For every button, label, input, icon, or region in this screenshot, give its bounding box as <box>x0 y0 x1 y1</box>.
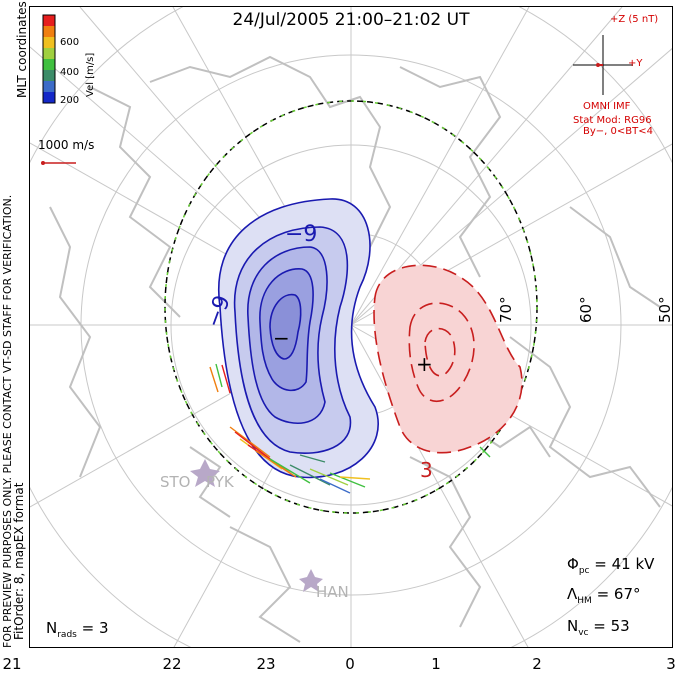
colorbar <box>42 14 56 104</box>
lambda-symbol: Λ <box>567 585 578 603</box>
colorbar-swatch <box>43 70 55 81</box>
nrads-value: = 3 <box>81 619 109 637</box>
imf-condition: By−, 0<BT<4 <box>583 126 653 137</box>
mlt-label-0: 0 <box>345 655 355 673</box>
colorbar-swatch <box>43 37 55 48</box>
mlt-label-1: 1 <box>431 655 441 673</box>
contour-label-neg-top: −9 <box>285 222 317 247</box>
colorbar-tick-400: 400 <box>60 67 80 78</box>
colorbar-unit: Vel [m/s] <box>85 52 96 97</box>
imf-dial <box>573 35 633 95</box>
map-panel: − −9 −9 + 3 <box>29 6 673 648</box>
colorbar-swatch <box>43 26 55 37</box>
positive-cell <box>373 264 523 454</box>
negative-cell <box>217 198 379 479</box>
nrads-symbol: N <box>46 619 58 637</box>
colorbar-tick-200: 200 <box>60 95 80 106</box>
lambda-value: = 67° <box>596 585 641 603</box>
coords-note: MLT coordinates <box>15 1 29 98</box>
colorbar-swatch <box>43 92 55 103</box>
station-markers <box>190 459 323 592</box>
latitude-label-70: 70° <box>497 296 515 323</box>
latitude-label-60: 60° <box>577 296 595 323</box>
stat-phi-pc: Φpc = 41 kV <box>567 555 654 576</box>
colorbar-swatch <box>43 15 55 26</box>
phi-symbol: Φ <box>567 555 579 573</box>
hm-boundary-green <box>164 100 538 514</box>
fitorder-note: FitOrder: 8, mapEX format <box>12 482 26 640</box>
imf-source: OMNI IMF <box>583 101 631 112</box>
station-han: HAN <box>316 583 349 601</box>
mlt-label-22: 22 <box>162 655 182 673</box>
stat-nvc: Nvc = 53 <box>567 617 630 638</box>
lambda-subscript: HM <box>577 596 592 606</box>
contour-label-pos: 3 <box>420 458 433 482</box>
station-sto: STO <box>160 473 191 491</box>
velocity-scale-label: 1000 m/s <box>38 138 95 152</box>
mlt-label-21: 21 <box>2 655 22 673</box>
colorbar-tick-600: 600 <box>60 37 80 48</box>
colorbar-swatch <box>43 48 55 59</box>
stat-lambda-hm: ΛHM = 67° <box>567 585 641 606</box>
imf-z-label: +Z (5 nT) <box>610 14 659 25</box>
phi-subscript: pc <box>578 566 590 576</box>
mlt-label-23: 23 <box>256 655 276 673</box>
stat-nrads: Nrads = 3 <box>46 619 109 640</box>
imf-stat-mod: Stat Mod: RG96 <box>573 115 652 126</box>
negative-marker: − <box>273 326 290 350</box>
colorbar-swatch <box>43 59 55 70</box>
velocity-scale-bar <box>41 161 76 165</box>
nrads-subscript: rads <box>57 630 77 640</box>
station-pyk: PYK <box>206 473 234 491</box>
coastlines <box>49 55 661 643</box>
positive-marker: + <box>416 352 433 376</box>
nvc-subscript: vc <box>578 628 589 638</box>
velocity-vectors <box>209 363 491 494</box>
imf-y-label: +Y <box>628 58 643 69</box>
colorbar-frame <box>42 14 56 104</box>
colorbar-swatch <box>43 81 55 92</box>
mlt-label-2: 2 <box>532 655 542 673</box>
polar-map: − −9 −9 + 3 <box>30 7 672 647</box>
nvc-value: = 53 <box>593 617 630 635</box>
phi-value: = 41 kV <box>594 555 655 573</box>
mlt-label-3: 3 <box>666 655 676 673</box>
map-title: 24/Jul/2005 21:00–21:02 UT <box>232 10 470 30</box>
latitude-label-50: 50° <box>656 296 673 323</box>
nvc-symbol: N <box>567 617 579 635</box>
